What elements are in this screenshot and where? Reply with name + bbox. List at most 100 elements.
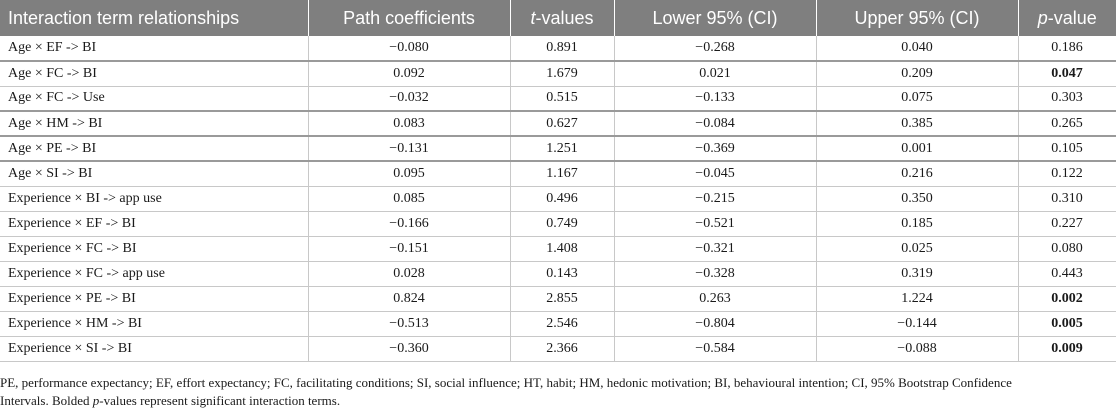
cell-upper-ci: 0.209 — [815, 61, 1018, 87]
cell-interaction-term: Age × FC -> BI — [0, 61, 308, 87]
cell-upper-ci: 0.001 — [815, 136, 1018, 162]
cell-upper-ci: 1.224 — [815, 286, 1018, 312]
cell-path-coefficient: −0.151 — [307, 236, 510, 262]
cell-interaction-term: Age × FC -> Use — [0, 86, 308, 112]
table-row: Age × FC -> BI 0.092 1.679 0.021 0.209 0… — [0, 61, 1116, 87]
cell-interaction-term: Experience × SI -> BI — [0, 336, 308, 362]
cell-interaction-term: Experience × FC -> app use — [0, 261, 308, 287]
cell-lower-ci: −0.804 — [613, 311, 816, 337]
table-row: Experience × SI -> BI −0.360 2.366 −0.58… — [0, 336, 1116, 362]
cell-path-coefficient: 0.824 — [307, 286, 510, 312]
cell-upper-ci: −0.144 — [815, 311, 1018, 337]
header-t-values: t-values — [509, 0, 614, 36]
cell-p-value: 0.047 — [1017, 61, 1116, 87]
cell-lower-ci: −0.584 — [613, 336, 816, 362]
cell-t-value: 1.251 — [509, 136, 614, 162]
cell-path-coefficient: 0.095 — [307, 161, 510, 187]
cell-interaction-term: Experience × EF -> BI — [0, 211, 308, 237]
cell-interaction-term: Experience × HM -> BI — [0, 311, 308, 337]
cell-upper-ci: 0.385 — [815, 111, 1018, 137]
cell-p-value: 0.002 — [1017, 286, 1116, 312]
cell-p-value: 0.265 — [1017, 111, 1116, 137]
table-row: Age × FC -> Use −0.032 0.515 −0.133 0.07… — [0, 86, 1116, 112]
cell-upper-ci: 0.185 — [815, 211, 1018, 237]
table-row: Age × EF -> BI −0.080 0.891 −0.268 0.040… — [0, 36, 1116, 62]
cell-lower-ci: −0.133 — [613, 86, 816, 112]
cell-interaction-term: Age × HM -> BI — [0, 111, 308, 137]
cell-p-value: 0.122 — [1017, 161, 1116, 187]
table-row: Age × PE -> BI −0.131 1.251 −0.369 0.001… — [0, 136, 1116, 162]
cell-t-value: 0.627 — [509, 111, 614, 137]
cell-path-coefficient: −0.131 — [307, 136, 510, 162]
cell-p-value: 0.443 — [1017, 261, 1116, 287]
table-row: Experience × BI -> app use 0.085 0.496 −… — [0, 186, 1116, 212]
cell-path-coefficient: 0.028 — [307, 261, 510, 287]
header-p-value: p-value — [1017, 0, 1116, 36]
cell-interaction-term: Age × SI -> BI — [0, 161, 308, 187]
table-row: Experience × FC -> BI −0.151 1.408 −0.32… — [0, 236, 1116, 262]
cell-path-coefficient: 0.085 — [307, 186, 510, 212]
results-table: Interaction term relationships Path coef… — [0, 0, 1116, 362]
cell-path-coefficient: 0.092 — [307, 61, 510, 87]
cell-lower-ci: −0.328 — [613, 261, 816, 287]
cell-upper-ci: 0.216 — [815, 161, 1018, 187]
cell-interaction-term: Experience × PE -> BI — [0, 286, 308, 312]
cell-lower-ci: −0.045 — [613, 161, 816, 187]
footnote-line-1: PE, performance expectancy; EF, effort e… — [0, 375, 1012, 390]
cell-upper-ci: 0.040 — [815, 36, 1018, 62]
cell-p-value: 0.105 — [1017, 136, 1116, 162]
table-row: Experience × HM -> BI −0.513 2.546 −0.80… — [0, 311, 1116, 337]
cell-t-value: 1.679 — [509, 61, 614, 87]
table-row: Experience × EF -> BI −0.166 0.749 −0.52… — [0, 211, 1116, 237]
cell-interaction-term: Experience × BI -> app use — [0, 186, 308, 212]
cell-t-value: 0.496 — [509, 186, 614, 212]
cell-lower-ci: −0.321 — [613, 236, 816, 262]
cell-upper-ci: 0.025 — [815, 236, 1018, 262]
cell-p-value: 0.005 — [1017, 311, 1116, 337]
cell-t-value: 2.546 — [509, 311, 614, 337]
cell-lower-ci: 0.263 — [613, 286, 816, 312]
cell-lower-ci: −0.268 — [613, 36, 816, 62]
header-lower-ci: Lower 95% (CI) — [613, 0, 816, 36]
cell-path-coefficient: −0.080 — [307, 36, 510, 62]
cell-interaction-term: Experience × FC -> BI — [0, 236, 308, 262]
cell-lower-ci: −0.084 — [613, 111, 816, 137]
table-row: Experience × FC -> app use 0.028 0.143 −… — [0, 261, 1116, 287]
cell-upper-ci: 0.319 — [815, 261, 1018, 287]
cell-t-value: 1.408 — [509, 236, 614, 262]
cell-path-coefficient: −0.166 — [307, 211, 510, 237]
cell-t-value: 2.855 — [509, 286, 614, 312]
table-row: Age × SI -> BI 0.095 1.167 −0.045 0.216 … — [0, 161, 1116, 187]
table-row: Experience × PE -> BI 0.824 2.855 0.263 … — [0, 286, 1116, 312]
cell-t-value: 0.515 — [509, 86, 614, 112]
cell-interaction-term: Age × PE -> BI — [0, 136, 308, 162]
cell-upper-ci: 0.075 — [815, 86, 1018, 112]
cell-lower-ci: 0.021 — [613, 61, 816, 87]
cell-p-value: 0.227 — [1017, 211, 1116, 237]
cell-lower-ci: −0.369 — [613, 136, 816, 162]
cell-upper-ci: 0.350 — [815, 186, 1018, 212]
cell-path-coefficient: 0.083 — [307, 111, 510, 137]
header-upper-ci: Upper 95% (CI) — [815, 0, 1018, 36]
cell-p-value: 0.080 — [1017, 236, 1116, 262]
table-footnote: PE, performance expectancy; EF, effort e… — [0, 374, 1116, 410]
table-body: Age × EF -> BI −0.080 0.891 −0.268 0.040… — [0, 36, 1116, 362]
cell-t-value: 0.891 — [509, 36, 614, 62]
cell-lower-ci: −0.215 — [613, 186, 816, 212]
cell-p-value: 0.310 — [1017, 186, 1116, 212]
cell-path-coefficient: −0.032 — [307, 86, 510, 112]
footnote-line-2: Intervals. Bolded p-values represent sig… — [0, 393, 341, 408]
cell-t-value: 0.749 — [509, 211, 614, 237]
cell-t-value: 2.366 — [509, 336, 614, 362]
cell-lower-ci: −0.521 — [613, 211, 816, 237]
cell-t-value: 1.167 — [509, 161, 614, 187]
header-interaction-term: Interaction term relationships — [0, 0, 308, 36]
header-row: Interaction term relationships Path coef… — [0, 0, 1116, 36]
cell-t-value: 0.143 — [509, 261, 614, 287]
cell-upper-ci: −0.088 — [815, 336, 1018, 362]
cell-p-value: 0.186 — [1017, 36, 1116, 62]
cell-p-value: 0.303 — [1017, 86, 1116, 112]
cell-path-coefficient: −0.513 — [307, 311, 510, 337]
cell-interaction-term: Age × EF -> BI — [0, 36, 308, 62]
cell-p-value: 0.009 — [1017, 336, 1116, 362]
